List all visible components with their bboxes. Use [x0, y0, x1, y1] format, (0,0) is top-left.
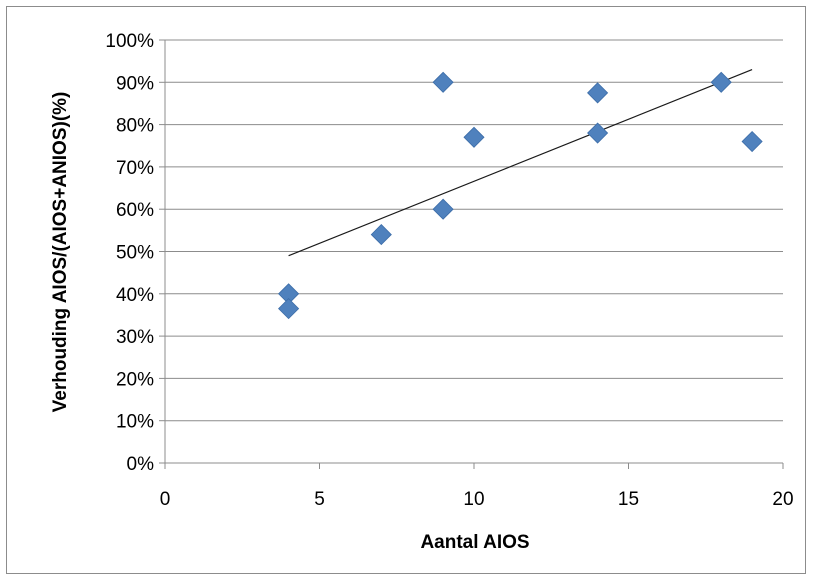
gridlines — [165, 39, 783, 422]
data-point — [587, 122, 609, 144]
data-point — [278, 298, 300, 320]
chart-frame — [6, 6, 806, 574]
y-tick-label: 100% — [105, 31, 154, 52]
x-tick-label: 10 — [463, 489, 484, 510]
data-points — [278, 71, 763, 320]
data-point — [587, 82, 609, 104]
y-tick-label: 70% — [116, 158, 154, 179]
y-tick-label: 30% — [116, 327, 154, 348]
x-tick-label: 15 — [618, 489, 639, 510]
axes — [159, 39, 784, 469]
y-tick-label: 50% — [116, 243, 154, 264]
y-tick-label: 0% — [127, 454, 155, 475]
data-point — [741, 130, 763, 153]
data-point — [710, 71, 732, 93]
x-tick-label: 5 — [314, 489, 325, 510]
x-tick-label: 20 — [772, 489, 793, 510]
x-axis-title: Aantal AIOS — [420, 532, 529, 553]
y-tick-label: 90% — [116, 73, 154, 94]
trendline — [288, 69, 753, 257]
x-tick-label: 0 — [160, 489, 171, 510]
y-tick-label: 60% — [116, 200, 154, 221]
y-tick-label: 80% — [116, 116, 154, 137]
data-point — [432, 198, 454, 220]
y-tick-label: 20% — [116, 369, 154, 390]
data-point — [370, 224, 392, 246]
data-point — [463, 126, 485, 148]
y-tick-label: 40% — [116, 285, 154, 306]
y-tick-labels: 0% 10% 20% 30% 40% 50% 60% 70% 80% 90% 100% — [105, 31, 154, 475]
data-point — [432, 71, 454, 93]
y-tick-label: 10% — [116, 412, 154, 433]
y-axis-title: Verhouding AIOS/(AIOS+ANIOS)(%) — [50, 92, 71, 413]
x-tick-labels: 0 5 10 15 20 — [160, 489, 794, 510]
trendline-group — [288, 69, 753, 257]
